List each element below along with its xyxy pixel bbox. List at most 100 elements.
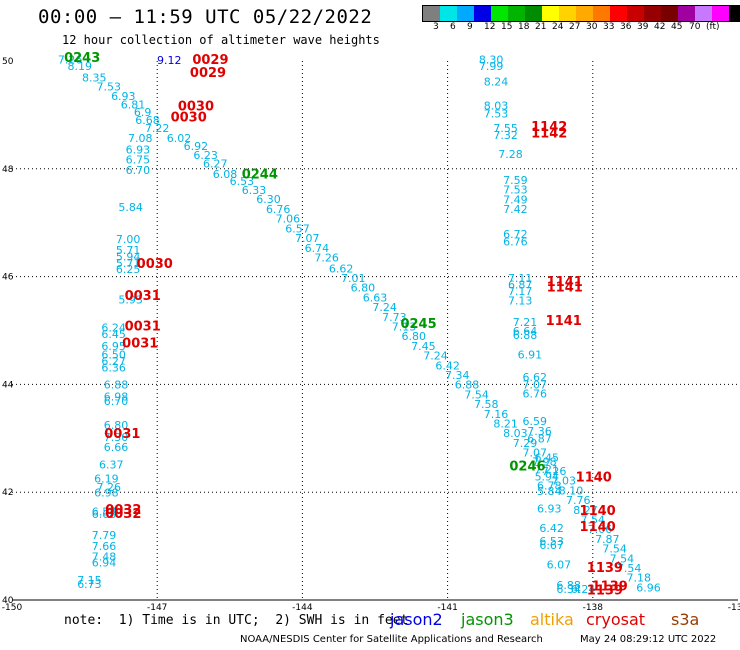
swh-value-label: 6.27 xyxy=(203,158,228,171)
swh-value-label: 6.80 xyxy=(401,330,426,343)
swh-value-label: 6.23 xyxy=(193,149,218,162)
swh-value-label: 6.95 xyxy=(101,340,126,353)
swh-value-label: 6.36 xyxy=(101,361,126,374)
swh-value-label: 7.53 xyxy=(97,81,122,94)
swh-value-label: 6.75 xyxy=(126,153,151,166)
swh-value-label: 6.59 xyxy=(522,415,547,428)
pass-time-label: 0030 xyxy=(178,100,214,115)
swh-value-label: 5.84 xyxy=(537,485,562,498)
latitude-tick-label: 46 xyxy=(2,273,14,283)
swh-value-label: 6.02 xyxy=(167,132,192,145)
swh-value-label: 7.53 xyxy=(484,108,509,121)
swh-value-label: 6.67 xyxy=(539,539,564,552)
swh-value-label: 6.42 xyxy=(435,359,460,372)
swh-value-label: 7.73 xyxy=(382,311,407,324)
chart-subtitle: 12 hour collection of altimeter wave hei… xyxy=(62,33,380,47)
longitude-tick-label: -135 xyxy=(728,603,740,613)
latitude-tick-label: 48 xyxy=(2,165,14,175)
longitude-tick-label: -147 xyxy=(147,603,167,613)
pass-time-label: 0029 xyxy=(192,53,228,68)
pass-time-label: 0244 xyxy=(242,168,278,183)
swh-value-label: 7.66 xyxy=(92,540,117,553)
swh-value-label: 7.79 xyxy=(92,529,117,542)
colorbar-label: 3 xyxy=(433,22,439,32)
pass-time-label: 0032 xyxy=(105,507,141,522)
swh-value-label: 8.27 xyxy=(573,504,598,517)
swh-value-label: 7.07 xyxy=(522,447,547,460)
swh-value-label: 9.12 xyxy=(157,54,182,67)
swh-value-label: 6.19 xyxy=(94,472,119,485)
swh-value-label: 6.78 xyxy=(537,480,562,493)
pass-time-label: 1140 xyxy=(580,504,616,519)
colorbar-label: 33 xyxy=(603,22,615,32)
swh-value-label: 6.70 xyxy=(126,164,151,177)
colorbar-swatch xyxy=(712,6,729,21)
swh-value-label: 7.26 xyxy=(97,481,122,494)
swh-value-label: 8.24 xyxy=(484,75,509,88)
pass-time-label: 1142 xyxy=(531,127,567,142)
swh-value-label: 7.28 xyxy=(498,148,523,161)
swh-value-label: 7.87 xyxy=(595,533,620,546)
swh-value-label: 6.98 xyxy=(94,487,119,500)
swh-value-label: 7.54 xyxy=(610,552,635,565)
colorbar-swatch xyxy=(525,6,542,21)
swh-value-label: 6.88 xyxy=(104,379,129,392)
swh-value-label: 6.93 xyxy=(111,90,136,103)
swh-value-label: 6.9 xyxy=(134,106,152,119)
swh-value-label: 6.53 xyxy=(230,175,255,188)
swh-value-label: 7.08 xyxy=(128,132,153,145)
colorbar-swatch xyxy=(729,6,740,21)
swh-value-label: 7.22 xyxy=(145,122,170,135)
pass-time-label: 0031 xyxy=(122,337,158,352)
swh-value-label: 6.62 xyxy=(522,371,547,384)
colorbar-swatch xyxy=(644,6,661,21)
colorbar-swatch xyxy=(678,6,695,21)
swh-value-label: 6.08 xyxy=(213,168,238,181)
swh-value-label: 7.26 xyxy=(542,465,567,478)
colorbar-label: 24 xyxy=(552,22,564,32)
swh-value-label: 6.37 xyxy=(99,458,124,471)
colorbar-swatch xyxy=(542,6,559,21)
swh-value-label: 6.96 xyxy=(636,581,661,594)
swh-value-label: 7.06 xyxy=(588,523,613,536)
swh-colorbar xyxy=(422,5,740,22)
swh-value-label: 6.94 xyxy=(92,557,117,570)
swh-value-label: 7.26 xyxy=(314,252,339,265)
swh-value-label: 6.80 xyxy=(351,282,376,295)
pass-time-label: 0031 xyxy=(104,427,140,442)
pass-time-label: 0030 xyxy=(137,257,173,272)
swh-value-label: 7.24 xyxy=(423,350,448,363)
swh-value-label: 8.30 xyxy=(479,54,504,67)
colorbar-label: 70 xyxy=(689,22,701,32)
swh-value-label: 6.30 xyxy=(256,193,281,206)
colorbar-swatch xyxy=(661,6,678,21)
colorbar-swatch xyxy=(559,6,576,21)
chart-title: 00:00 – 11:59 UTC 05/22/2022 xyxy=(38,6,373,28)
swh-value-label: 7.07 xyxy=(295,232,320,245)
swh-value-label: 7.00 xyxy=(116,233,141,246)
swh-value-label: 7.49 xyxy=(503,193,528,206)
swh-value-label: 7.03 xyxy=(552,475,577,488)
swh-value-label: 6.87 xyxy=(508,278,533,291)
swh-value-label: 7.54 xyxy=(617,562,642,575)
swh-value-label: 7.34 xyxy=(445,369,470,382)
swh-value-label: 6.27 xyxy=(101,355,126,368)
colorbar-label: 36 xyxy=(620,22,632,32)
swh-value-label: 8.21 xyxy=(493,418,518,431)
colorbar-swatch xyxy=(457,6,474,21)
swh-value-label: 7.26 xyxy=(58,54,83,67)
swh-value-label: 6.66 xyxy=(104,441,129,454)
colorbar-label: 15 xyxy=(501,22,513,32)
swh-value-label: 7.24 xyxy=(372,301,397,314)
pass-time-label: 1140 xyxy=(576,470,612,485)
swh-value-label: 7.53 xyxy=(503,184,528,197)
longitude-tick-label: -144 xyxy=(292,603,313,613)
latitude-tick-label: 42 xyxy=(2,488,13,498)
pass-time-label: 0031 xyxy=(125,320,161,335)
swh-value-label: 6.93 xyxy=(537,503,562,516)
pass-time-label: 1139 xyxy=(587,561,623,576)
swh-value-label: 6.73 xyxy=(77,578,102,591)
swh-value-label: 6.62 xyxy=(329,262,354,275)
colorbar-label: 21 xyxy=(535,22,547,32)
footer-note: note: 1) Time is in UTC; 2) SWH is in fe… xyxy=(64,613,409,628)
